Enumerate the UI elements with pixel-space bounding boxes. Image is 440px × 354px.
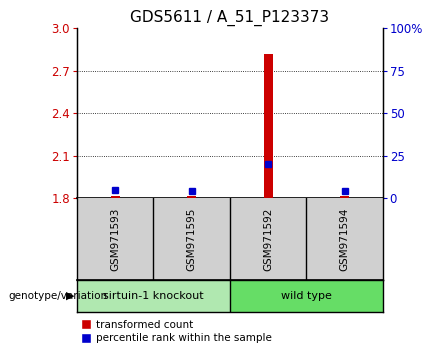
Bar	[77, 198, 154, 280]
Text: genotype/variation: genotype/variation	[9, 291, 108, 301]
Text: GSM971592: GSM971592	[263, 207, 273, 271]
Bar	[306, 198, 383, 280]
Bar	[77, 280, 230, 312]
Text: GSM971595: GSM971595	[187, 207, 197, 271]
Text: ▶: ▶	[66, 291, 75, 301]
Title: GDS5611 / A_51_P123373: GDS5611 / A_51_P123373	[130, 9, 330, 25]
Bar	[264, 54, 273, 198]
Text: GSM971594: GSM971594	[340, 207, 349, 271]
Bar	[187, 196, 196, 198]
Bar	[340, 196, 349, 198]
Text: wild type: wild type	[281, 291, 332, 301]
Bar	[110, 196, 120, 198]
Text: sirtuin-1 knockout: sirtuin-1 knockout	[103, 291, 204, 301]
Text: GSM971593: GSM971593	[110, 207, 120, 271]
Bar	[154, 198, 230, 280]
Bar	[230, 280, 383, 312]
Bar	[230, 198, 306, 280]
Legend: transformed count, percentile rank within the sample: transformed count, percentile rank withi…	[82, 320, 271, 343]
